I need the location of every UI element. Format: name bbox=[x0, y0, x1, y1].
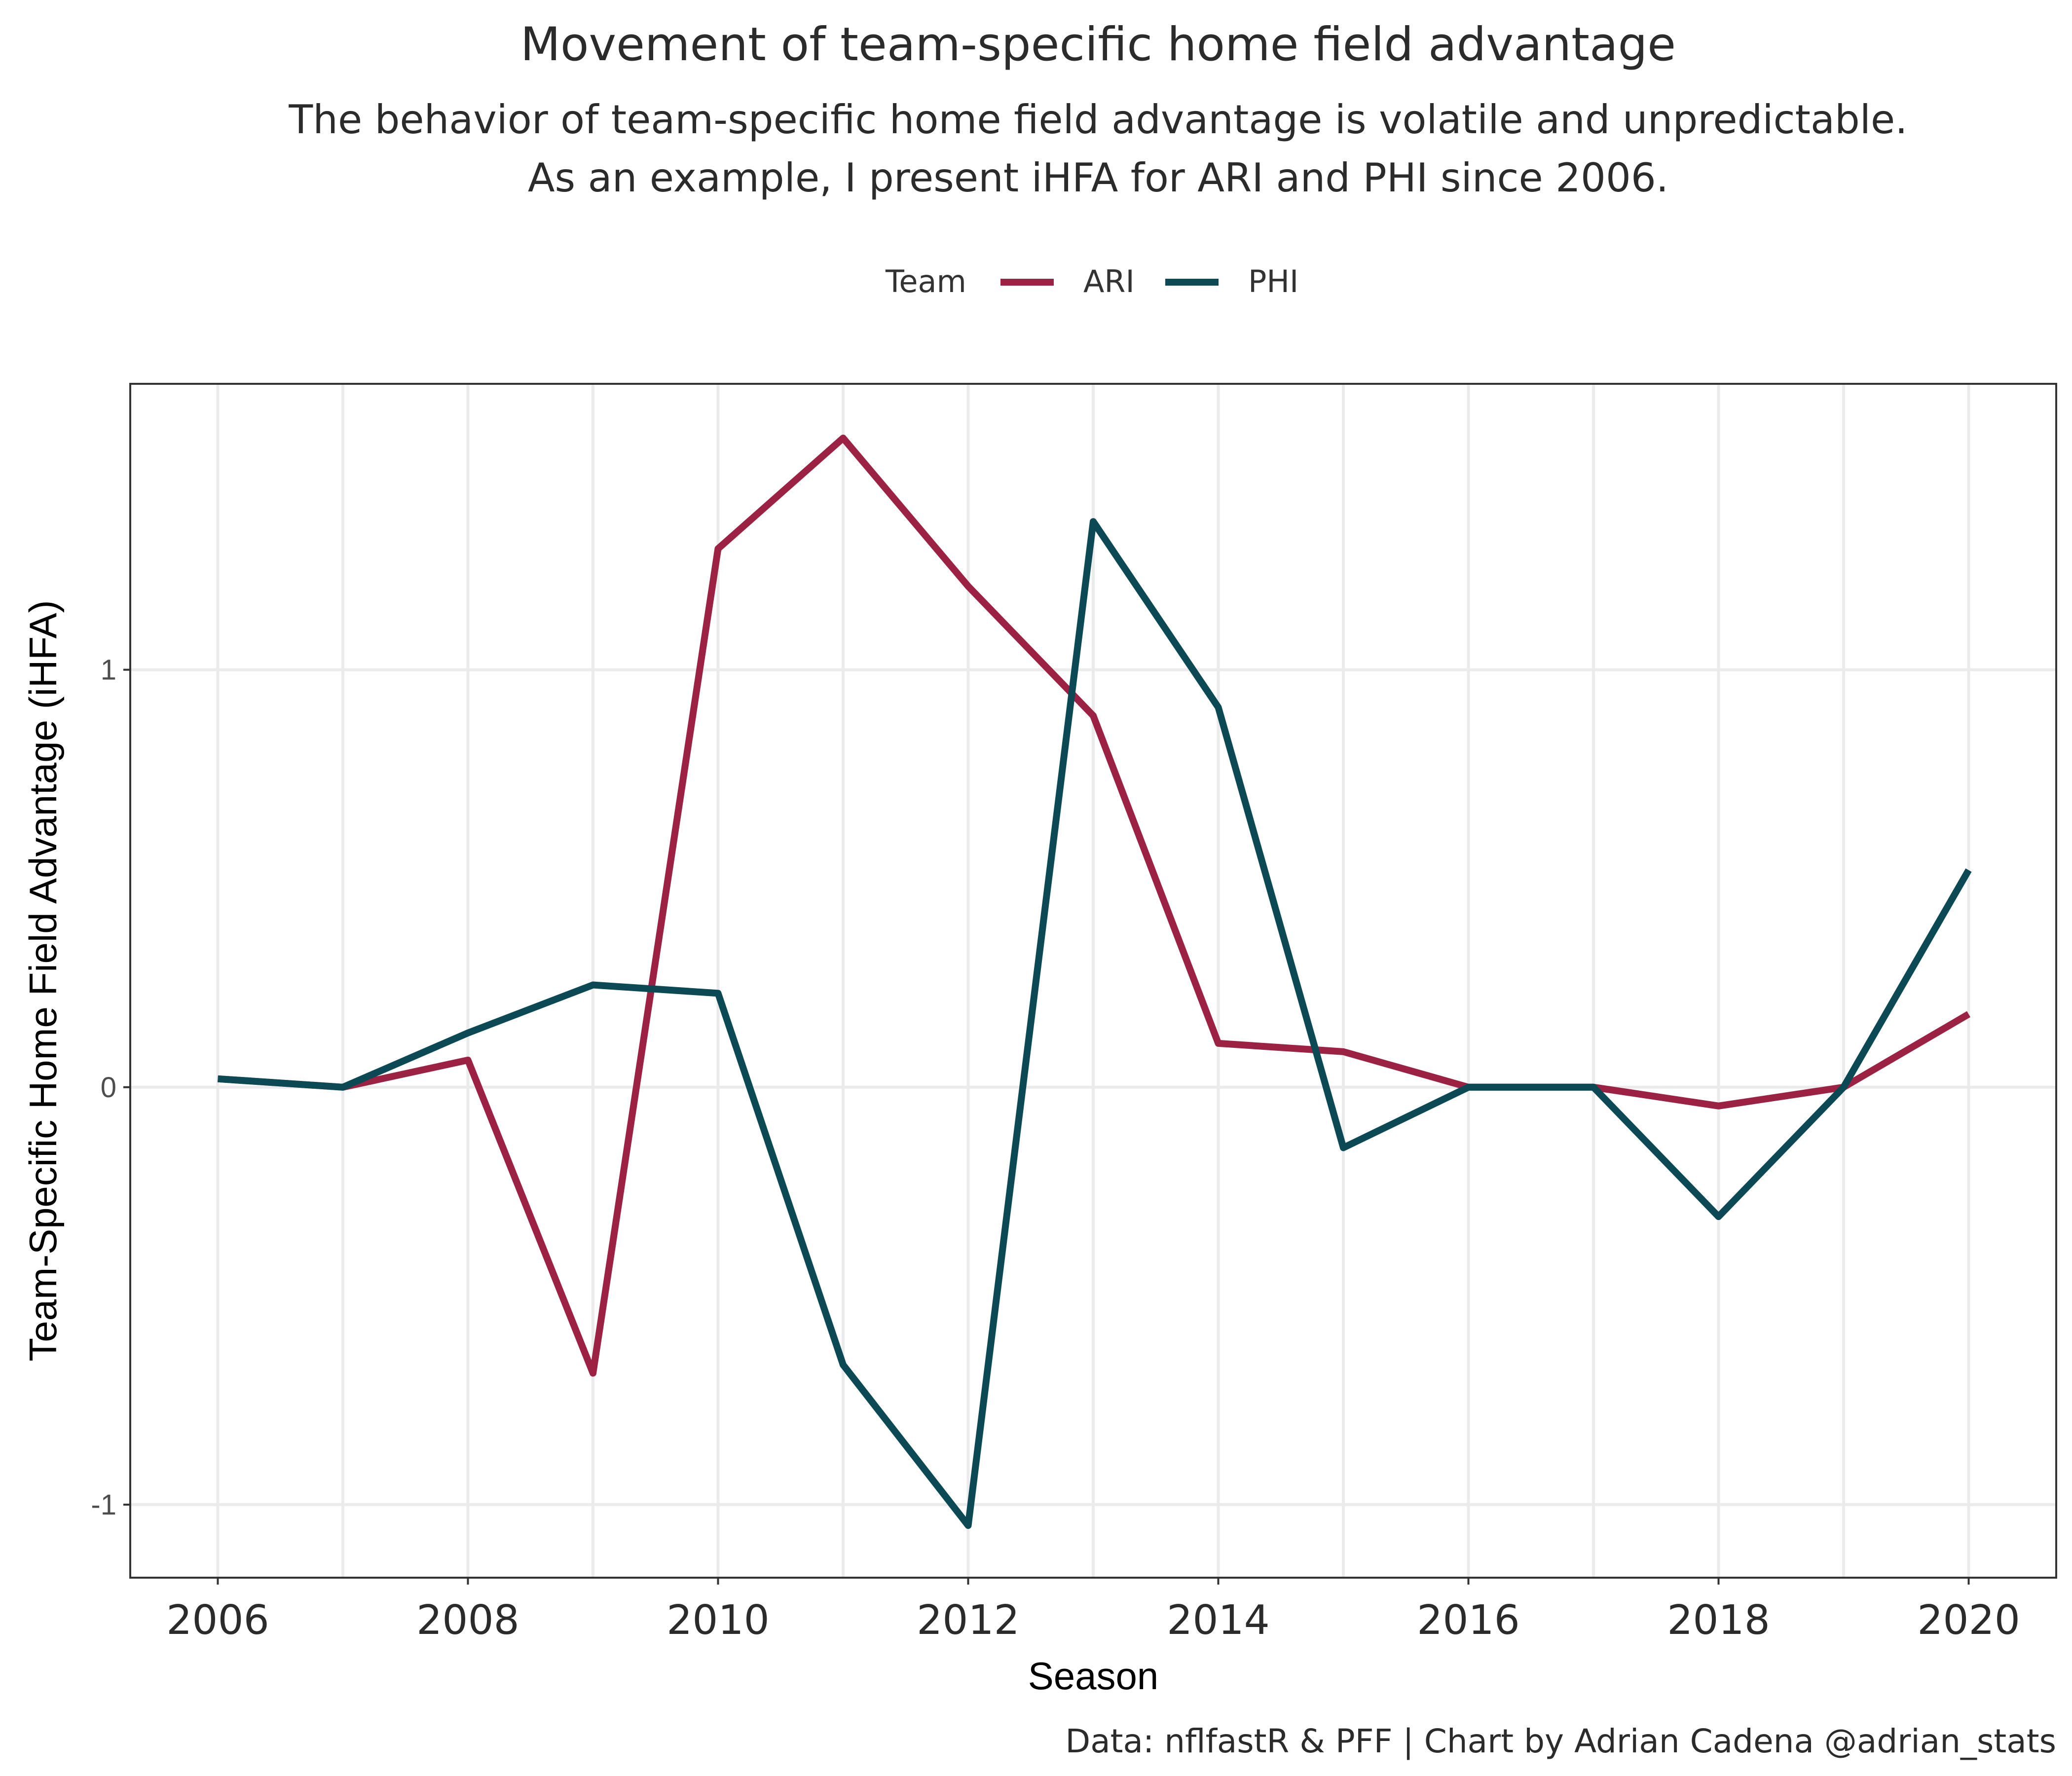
x-tick-label: 2010 bbox=[666, 1597, 770, 1644]
plot-panel-border bbox=[129, 383, 2057, 1579]
x-axis: 2006 2008 2010 2012 2014 2016 2018 2020 bbox=[166, 1578, 2020, 1644]
x-tick-label: 2018 bbox=[1667, 1597, 1770, 1644]
x-tick-label: 2012 bbox=[917, 1597, 1020, 1644]
chart-title: Movement of team-specific home field adv… bbox=[520, 18, 1676, 72]
series-line-phi bbox=[218, 518, 1972, 1529]
y-tick-label: 1 bbox=[101, 654, 116, 686]
legend-title: Team bbox=[885, 263, 966, 299]
legend-label-phi: PHI bbox=[1248, 263, 1298, 299]
x-tick-label: 2008 bbox=[416, 1597, 519, 1644]
grid bbox=[130, 384, 2056, 1578]
series-line-ari bbox=[218, 435, 1971, 1377]
series-layer bbox=[218, 435, 1972, 1529]
legend-label-ari: ARI bbox=[1083, 263, 1135, 299]
chart-caption: Data: nflfastR & PFF | Chart by Adrian C… bbox=[1065, 1722, 2056, 1760]
y-tick-label: 0 bbox=[101, 1072, 116, 1104]
legend: Team ARI PHI bbox=[885, 263, 1298, 299]
chart-subtitle-line-2: As an example, I present iHFA for ARI an… bbox=[528, 155, 1668, 201]
x-tick-label: 2016 bbox=[1417, 1597, 1520, 1644]
y-tick-label: -1 bbox=[91, 1489, 116, 1521]
x-tick-label: 2006 bbox=[166, 1597, 269, 1644]
x-tick-label: 2020 bbox=[1917, 1597, 2020, 1644]
chart-subtitle-line-1: The behavior of team-specific home field… bbox=[288, 97, 1907, 143]
x-tick-label: 2014 bbox=[1167, 1597, 1270, 1644]
y-axis: -1 0 1 bbox=[91, 654, 130, 1521]
y-axis-title: Team-Specific Home Field Advantage (iHFA… bbox=[21, 600, 65, 1361]
x-axis-title: Season bbox=[1028, 1654, 1159, 1698]
